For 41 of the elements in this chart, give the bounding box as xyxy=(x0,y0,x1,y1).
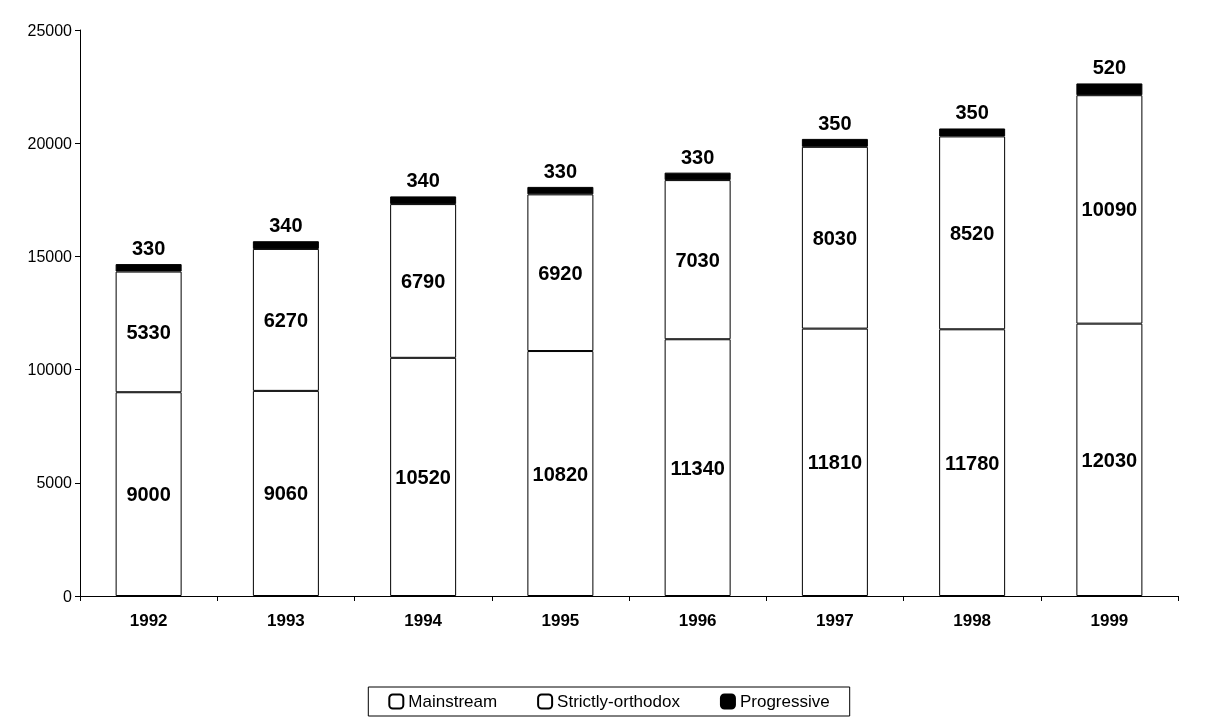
x-tick-label: 1997 xyxy=(815,611,854,630)
data-label: 5330 xyxy=(126,320,171,343)
legend-label: Mainstream xyxy=(408,692,498,711)
x-tick-label: 1999 xyxy=(1090,611,1129,630)
data-label: 6790 xyxy=(400,269,446,292)
data-label: 330 xyxy=(131,237,166,260)
data-label: 9060 xyxy=(263,482,309,505)
legend-label: Strictly-orthodox xyxy=(557,692,681,711)
x-tick-label: 1993 xyxy=(266,611,305,630)
data-label: 11780 xyxy=(944,451,1000,474)
x-tick-label: 1998 xyxy=(953,611,992,630)
y-tick-label: 20000 xyxy=(27,134,73,152)
data-label: 8030 xyxy=(812,226,858,249)
data-label: 520 xyxy=(1092,56,1127,79)
data-label: 10820 xyxy=(532,462,589,485)
x-tick-label: 1996 xyxy=(678,611,717,630)
data-label: 11810 xyxy=(807,451,863,474)
data-label: 12030 xyxy=(1081,448,1138,471)
x-tick-label: 1992 xyxy=(129,611,168,630)
data-label: 340 xyxy=(269,214,303,237)
data-label: 6920 xyxy=(538,261,583,284)
y-tick-label: 15000 xyxy=(27,247,73,265)
y-tick-label: 10000 xyxy=(27,361,73,379)
data-label: 11340 xyxy=(670,456,725,479)
data-label: 10090 xyxy=(1081,198,1138,221)
data-label: 9000 xyxy=(126,483,171,506)
data-label: 7030 xyxy=(675,248,720,271)
y-tick-label: 25000 xyxy=(27,21,73,39)
data-label: 8520 xyxy=(949,221,995,244)
data-label: 350 xyxy=(818,111,852,134)
data-label: 330 xyxy=(543,159,578,182)
data-label: 330 xyxy=(680,145,715,168)
y-tick-label: 0 xyxy=(63,587,73,605)
data-label: 6270 xyxy=(263,308,309,331)
x-tick-label: 1994 xyxy=(404,611,443,630)
x-tick-label: 1995 xyxy=(541,611,580,630)
legend-label: Progressive xyxy=(739,692,830,711)
data-label: 10520 xyxy=(395,465,451,488)
data-label: 340 xyxy=(406,169,440,192)
y-tick-label: 5000 xyxy=(36,474,73,492)
data-label: 350 xyxy=(955,101,989,124)
